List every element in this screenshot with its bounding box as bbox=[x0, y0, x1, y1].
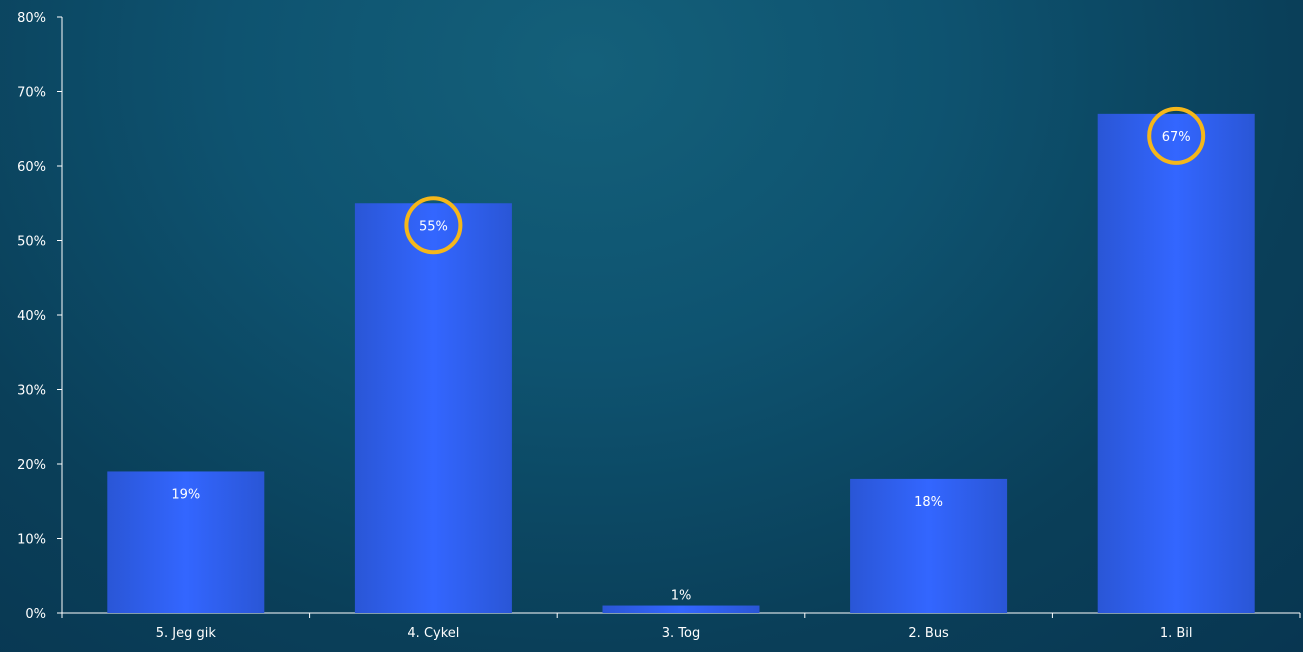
y-tick-label: 30% bbox=[17, 384, 46, 399]
y-tick-label: 80% bbox=[17, 11, 46, 26]
x-tick-label: 2. Bus bbox=[908, 626, 949, 641]
y-tick-label: 20% bbox=[17, 458, 46, 473]
data-label: 1% bbox=[671, 589, 692, 604]
x-tick-label: 4. Cykel bbox=[407, 626, 459, 641]
y-tick-label: 70% bbox=[17, 86, 46, 101]
x-tick-label: 1. Bil bbox=[1160, 626, 1193, 641]
y-tick-label: 0% bbox=[25, 607, 46, 622]
data-label: 67% bbox=[1162, 130, 1191, 145]
bar bbox=[1097, 113, 1255, 613]
axes: 0% 10% 20% 30% 40% 50% 60% 70% 80% bbox=[17, 11, 1301, 622]
labels: 19% 5. Jeg gik 55% 4. Cykel 1% 3. Tog 18% 2. Bu… bbox=[156, 106, 1206, 641]
data-label: 18% bbox=[914, 495, 943, 510]
y-tick-label: 50% bbox=[17, 235, 46, 250]
x-tick-label: 5. Jeg gik bbox=[156, 626, 217, 641]
y-tick-label: 10% bbox=[17, 533, 46, 548]
bar bbox=[354, 203, 512, 613]
bar bbox=[107, 471, 265, 613]
data-label: 19% bbox=[171, 487, 200, 502]
highlight-circle bbox=[404, 196, 463, 255]
bar bbox=[602, 605, 760, 613]
y-tick-label: 40% bbox=[17, 309, 46, 324]
bar bbox=[850, 478, 1008, 613]
x-tick-label: 3. Tog bbox=[662, 626, 700, 641]
bars bbox=[107, 113, 1255, 613]
y-tick-label: 60% bbox=[17, 160, 46, 175]
data-label: 55% bbox=[419, 219, 448, 234]
highlight-circle bbox=[1147, 106, 1206, 165]
